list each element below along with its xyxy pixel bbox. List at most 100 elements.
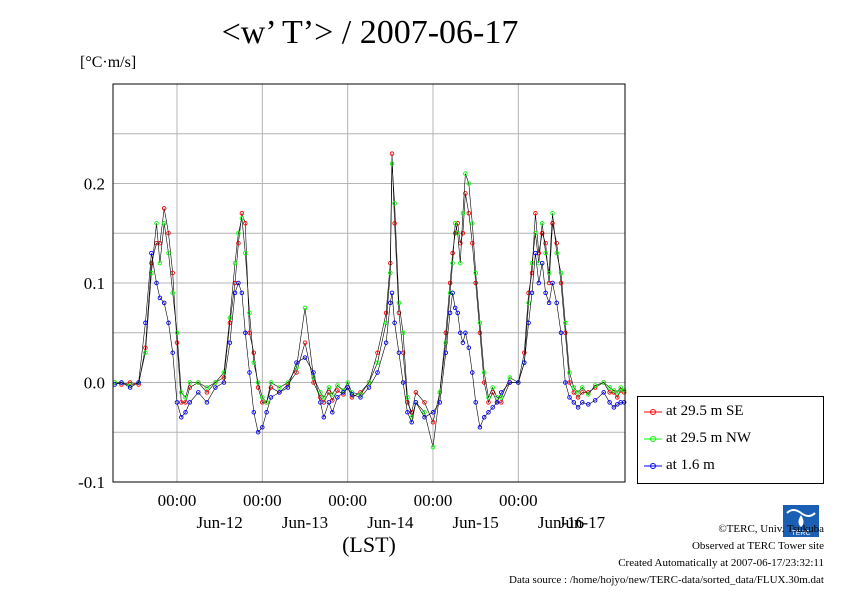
data-point — [143, 350, 148, 355]
data-point — [260, 395, 265, 400]
data-point — [563, 380, 568, 385]
data-point — [550, 211, 555, 216]
data-point — [447, 310, 453, 316]
data-point — [318, 400, 323, 405]
data-point — [268, 385, 274, 390]
data-point — [227, 340, 233, 345]
data-point — [507, 380, 513, 385]
data-point — [437, 390, 443, 395]
data-point — [326, 400, 332, 405]
data-point — [285, 385, 291, 390]
data-point — [375, 350, 380, 355]
data-point — [533, 211, 538, 216]
data-point — [239, 211, 245, 216]
data-point — [302, 355, 308, 360]
data-point — [422, 415, 427, 420]
data-point — [466, 181, 472, 186]
day-label: Jun-16 — [538, 513, 584, 532]
data-point — [330, 398, 335, 403]
series-3 — [112, 250, 627, 435]
data-point — [127, 385, 133, 390]
x-axis-label: (LST) — [342, 532, 396, 557]
day-label: Jun-12 — [197, 513, 243, 532]
data-point — [161, 206, 167, 211]
data-point — [277, 385, 282, 390]
legend-marker-low — [644, 463, 662, 469]
data-point — [522, 350, 527, 355]
data-point — [452, 221, 458, 226]
data-point — [213, 385, 218, 390]
data-point — [571, 390, 577, 395]
data-point — [236, 280, 241, 286]
data-point — [330, 392, 335, 397]
data-point — [447, 280, 453, 286]
data-point — [166, 250, 171, 256]
data-point — [466, 211, 472, 216]
data-point — [422, 400, 427, 405]
data-point — [170, 350, 175, 355]
data-point — [187, 380, 193, 385]
legend-label-nw: at 29.5 m NW — [666, 430, 751, 446]
data-point — [392, 201, 397, 206]
data-point — [143, 320, 148, 326]
data-point — [539, 221, 545, 226]
data-point — [154, 280, 159, 286]
axis-labels: -0.10.00.10.200:00 00:00 00:00 00:00 00:00Ju… — [78, 175, 606, 558]
data-point — [477, 330, 483, 336]
copyright-text: ©TERC, Univ. Tsukuba — [718, 523, 824, 535]
data-point — [392, 221, 397, 226]
data-point — [499, 390, 504, 395]
data-point — [558, 280, 564, 286]
data-point — [601, 390, 606, 395]
data-point — [243, 221, 248, 226]
data-point — [611, 388, 617, 393]
data-point — [154, 221, 159, 226]
legend-item-low: at 1.6 m — [638, 457, 823, 477]
x-tick-label: 00:00 — [499, 491, 538, 510]
data-point — [494, 395, 500, 400]
data-point — [529, 260, 535, 266]
data-point — [558, 270, 564, 276]
data-point — [318, 390, 323, 395]
data-point — [586, 402, 591, 407]
y-tick-label: -0.1 — [78, 473, 105, 492]
data-point — [460, 211, 466, 216]
data-point — [174, 400, 180, 405]
legend-item-nw: at 29.5 m NW — [638, 430, 823, 450]
data-point — [268, 380, 274, 385]
data-point — [366, 380, 372, 385]
data-point — [452, 305, 458, 311]
data-point — [251, 350, 257, 355]
data-point — [366, 385, 372, 390]
data-point — [161, 300, 167, 306]
series-line — [114, 163, 625, 448]
legend-marker-nw — [644, 436, 662, 442]
data-point — [196, 380, 201, 385]
day-label: Jun-15 — [453, 513, 499, 532]
data-point — [239, 216, 245, 221]
data-point — [196, 390, 201, 395]
data-point — [183, 400, 188, 405]
chart-title: <w’ T’> / 2007-06-17 — [221, 14, 519, 51]
data-point — [592, 398, 598, 403]
created-text: Created Automatically at 2007-06-17/23:3… — [618, 557, 824, 569]
data-point — [247, 370, 252, 375]
data-point — [311, 380, 316, 385]
series-line — [114, 253, 625, 433]
data-point — [575, 395, 581, 400]
data-point — [490, 405, 495, 410]
data-point — [539, 260, 545, 266]
y-tick-label: 0.2 — [84, 175, 105, 194]
data-point — [607, 390, 612, 395]
data-point — [119, 380, 124, 385]
data-point — [349, 392, 355, 397]
data-point — [481, 415, 487, 420]
data-point — [554, 240, 559, 246]
data-point — [383, 310, 389, 316]
x-tick-label: 00:00 — [243, 491, 282, 510]
data-point — [247, 310, 252, 316]
data-point — [388, 270, 393, 276]
data-point — [127, 380, 133, 385]
legend-item-se: at 29.5 m SE — [638, 403, 823, 423]
x-tick-label: 00:00 — [414, 491, 453, 510]
